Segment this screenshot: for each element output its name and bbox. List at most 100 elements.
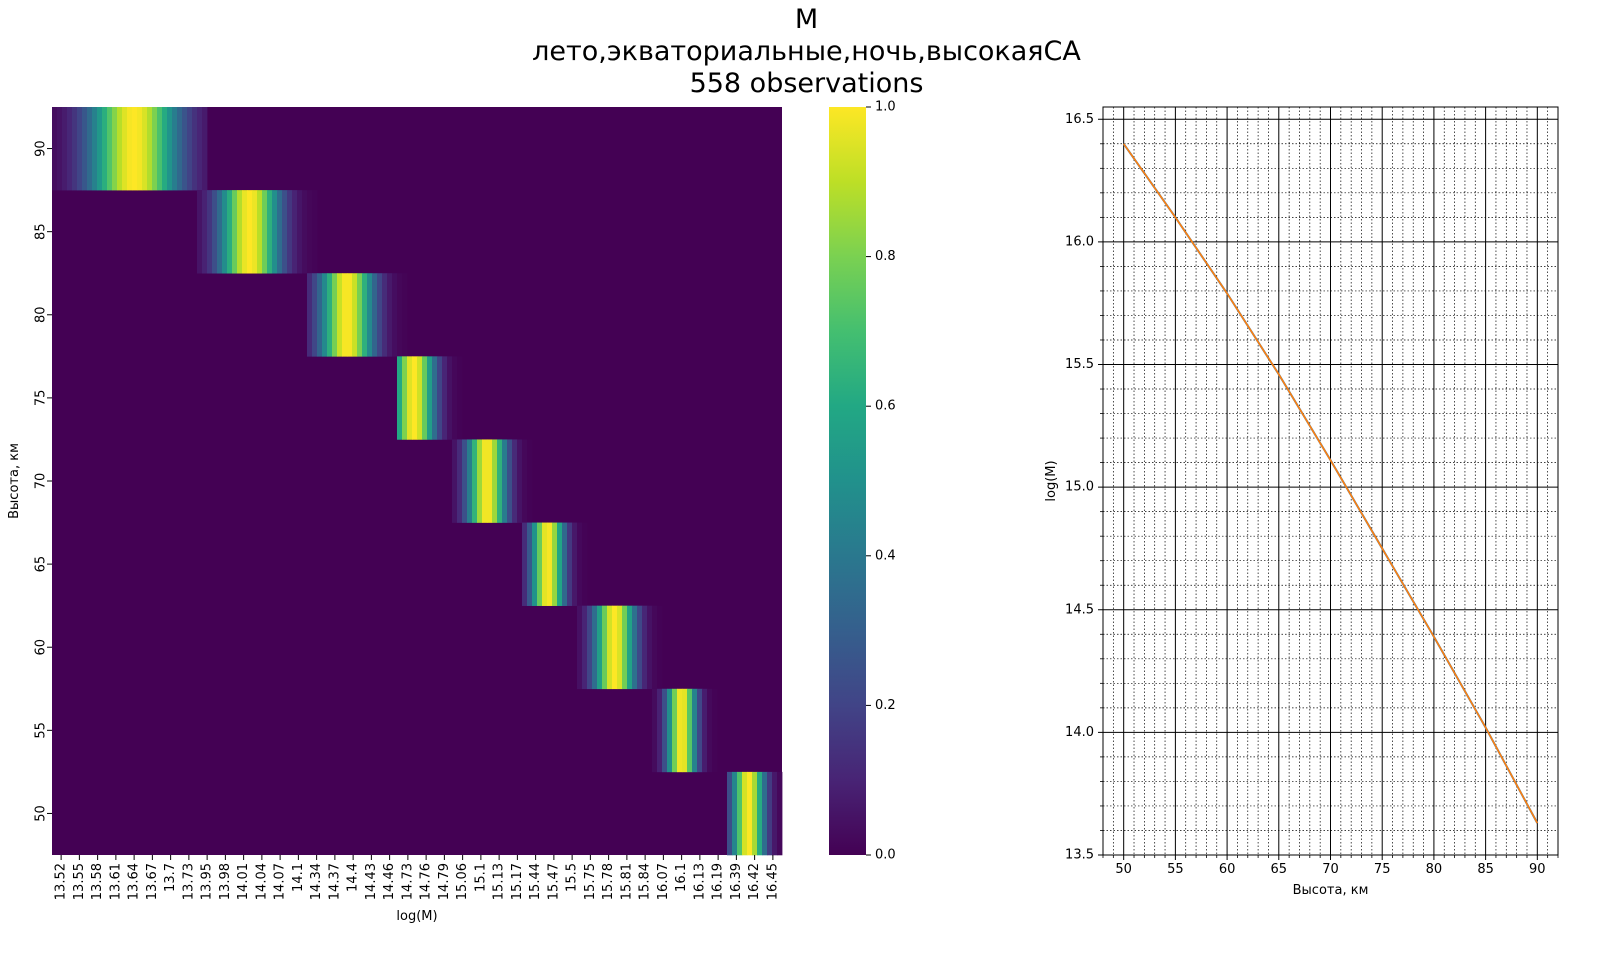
heatmap-x-tick-label: 15.81 [619,863,634,900]
heatmap-cell [727,771,733,856]
heatmap-y-tick-label: 65 [34,556,49,573]
heatmap-cell [457,439,463,523]
line-plot-frame [1102,106,1559,856]
heatmap-cell [467,439,473,523]
heatmap-cell [477,439,483,523]
line-x-tick-label: 90 [1529,862,1546,877]
heatmap-cell [657,688,663,773]
heatmap-cell [447,356,453,440]
heatmap-cell [677,688,683,773]
heatmap-x-tick-label: 14.1 [291,863,306,892]
heatmap-x-tick-label: 13.73 [181,863,196,900]
heatmap-cell [522,439,528,523]
heatmap-x-tick-label: 14.37 [327,863,342,900]
heatmap-x-tick-label: 16.07 [656,863,671,900]
heatmap-cell [92,107,98,191]
heatmap-cell [402,356,408,440]
heatmap-cell [502,439,508,523]
heatmap-cell [472,439,478,523]
heatmap-x-tick-label: 13.98 [218,863,233,900]
heatmap-cell [282,190,288,274]
heatmap-cell [87,107,93,191]
heatmap-cell [412,356,418,440]
heatmap-cell [247,190,253,274]
heatmap-cell [337,273,343,357]
line-y-tick-label: 16.5 [1065,112,1094,127]
heatmap-cell [497,439,503,523]
heatmap-x-tick-label: 14.4 [346,863,361,892]
heatmap-cell [307,190,313,274]
heatmap-cell [237,190,243,274]
heatmap-cell [532,522,538,606]
heatmap-cell [617,605,623,690]
heatmap-cell [582,522,588,606]
heatmap-cell [737,771,743,856]
heatmap-x-tick-label: 16.42 [747,863,762,900]
heatmap-cell [627,605,633,690]
heatmap-y-tick-label: 60 [34,639,49,656]
heatmap-y-tick-label: 90 [34,140,49,157]
heatmap-panel: 90 85 80 75 70 65 60 55 50 13.52 13.55 13.58 13.61 13… [7,107,783,924]
heatmap-cell [697,688,703,773]
line-x-tick-label: 50 [1115,862,1132,877]
heatmap-cell [772,771,778,856]
heatmap-cell [152,107,158,191]
heatmap-x-axis-label: log(M) [396,909,437,924]
heatmap-cell [442,356,448,440]
heatmap-cell [647,605,653,690]
heatmap-cell [397,356,403,440]
title-line-1: M [794,4,819,35]
heatmap-cell [372,273,378,357]
heatmap-cell [492,439,498,523]
heatmap-x-tick-label: 13.58 [90,863,105,900]
heatmap-cell [162,107,168,191]
line-x-tick-label: 80 [1426,862,1443,877]
heatmap-y-tick-label: 70 [34,473,49,490]
heatmap-y-tick-label: 50 [34,805,49,822]
heatmap-cell [167,107,173,191]
heatmap-x-tick-label: 15.47 [546,863,561,900]
heatmap-x-tick-label: 15.13 [492,863,507,900]
heatmap-x-tick-label: 13.64 [127,863,142,900]
heatmap-cell [432,356,438,440]
heatmap-cell [402,273,408,357]
heatmap-cell [742,771,748,856]
heatmap-cell [242,190,248,274]
heatmap-cell [77,107,83,191]
heatmap-cell [357,273,363,357]
heatmap-cell [587,605,593,690]
heatmap-x-tick-label: 15.84 [638,863,653,900]
heatmap-x-tick-label: 14.73 [400,863,415,900]
heatmap-cell [222,190,228,274]
heatmap-cell [752,771,758,856]
heatmap-cell [527,522,533,606]
heatmap-cell [72,107,78,191]
heatmap-cell [252,190,258,274]
heatmap-cell [147,107,153,191]
heatmap-cell [682,688,688,773]
heatmap-cell [347,273,353,357]
heatmap-cell [572,522,578,606]
heatmap-x-tick-label: 14.07 [273,863,288,900]
heatmap-cell [672,688,678,773]
heatmap-cell [452,356,458,440]
heatmap-cell [457,356,463,440]
heatmap-x-tick-label: 16.39 [729,863,744,900]
heatmap-x-tick-label: 15.78 [601,863,616,900]
heatmap-cell [517,439,523,523]
heatmap-cell [657,605,663,690]
heatmap-x-tick-label: 14.46 [382,863,397,900]
heatmap-cell [57,107,63,191]
heatmap-x-tick-label: 14.01 [236,863,251,900]
heatmap-cell [187,107,193,191]
heatmap-cell [707,688,713,773]
line-x-axis-label: Высота, км [1293,883,1369,898]
heatmap-x-tick-label: 14.34 [309,863,324,900]
heatmap-cell [527,439,533,523]
heatmap-cell [312,273,318,357]
heatmap-cell [262,190,268,274]
heatmap-cell [392,273,398,357]
heatmap-cell [202,190,208,274]
heatmap-cell [102,107,108,191]
heatmap-cell [662,688,668,773]
